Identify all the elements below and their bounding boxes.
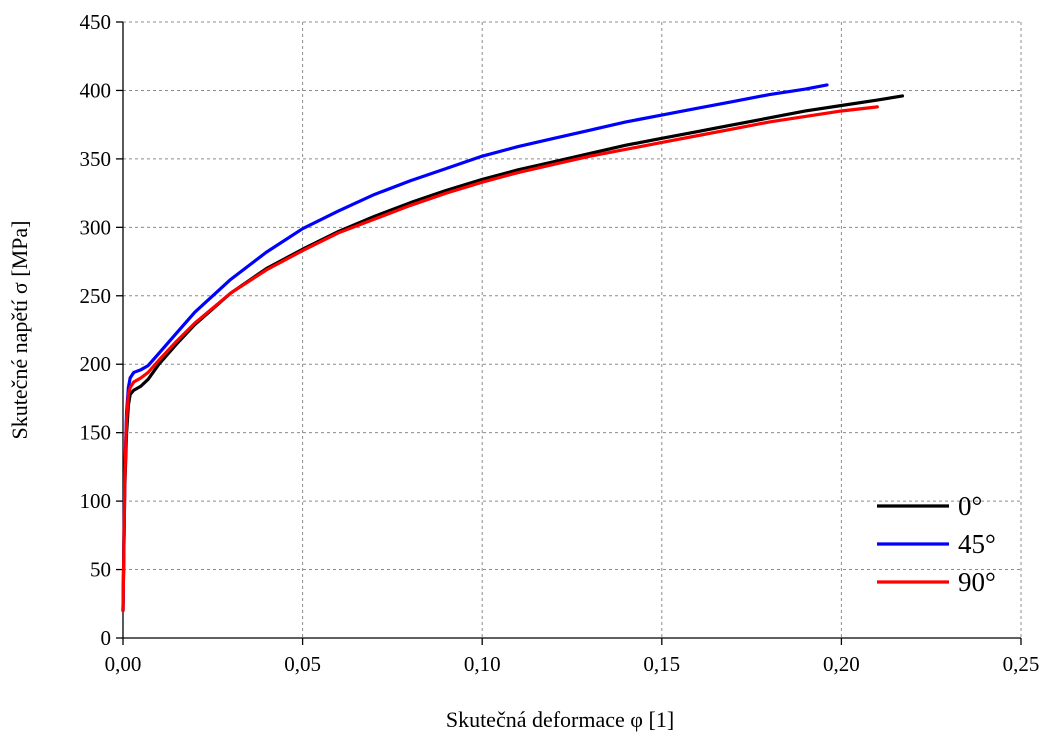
series-line-0deg bbox=[121, 94, 905, 613]
y-tick-label: 150 bbox=[80, 421, 112, 445]
x-tick-label: 0,20 bbox=[823, 652, 860, 676]
y-tick-label: 400 bbox=[80, 78, 112, 102]
series-line-45deg bbox=[121, 83, 829, 613]
x-tick-label: 0,10 bbox=[464, 652, 501, 676]
x-tick-label: 0,15 bbox=[643, 652, 680, 676]
y-tick-label: 250 bbox=[80, 284, 112, 308]
x-axis-title: Skutečná deformace φ [1] bbox=[446, 707, 674, 732]
y-tick-label: 0 bbox=[101, 626, 112, 650]
x-tick-label: 0,00 bbox=[105, 652, 142, 676]
legend: 0° 45° 90° bbox=[877, 491, 996, 597]
legend-label: 90° bbox=[958, 567, 996, 597]
grid-lines bbox=[123, 21, 1022, 638]
tick-labels: 0,00 0,05 0,10 0,15 0,20 0,25 0 50 100 150 200 250 3… bbox=[80, 10, 1040, 676]
axes bbox=[116, 21, 1022, 645]
series-lines bbox=[121, 83, 905, 613]
y-tick-label: 200 bbox=[80, 352, 112, 376]
y-tick-label: 100 bbox=[80, 489, 112, 513]
legend-label: 45° bbox=[958, 529, 996, 559]
y-tick-label: 50 bbox=[90, 558, 111, 582]
x-tick-label: 0,25 bbox=[1003, 652, 1040, 676]
x-tick-label: 0,05 bbox=[284, 652, 321, 676]
y-tick-label: 450 bbox=[80, 10, 112, 34]
y-tick-label: 350 bbox=[80, 147, 112, 171]
y-tick-label: 300 bbox=[80, 215, 112, 239]
y-axis-title: Skutečné napětí σ [MPa] bbox=[7, 221, 32, 440]
series-line-90deg bbox=[121, 105, 879, 613]
legend-label: 0° bbox=[958, 491, 982, 521]
